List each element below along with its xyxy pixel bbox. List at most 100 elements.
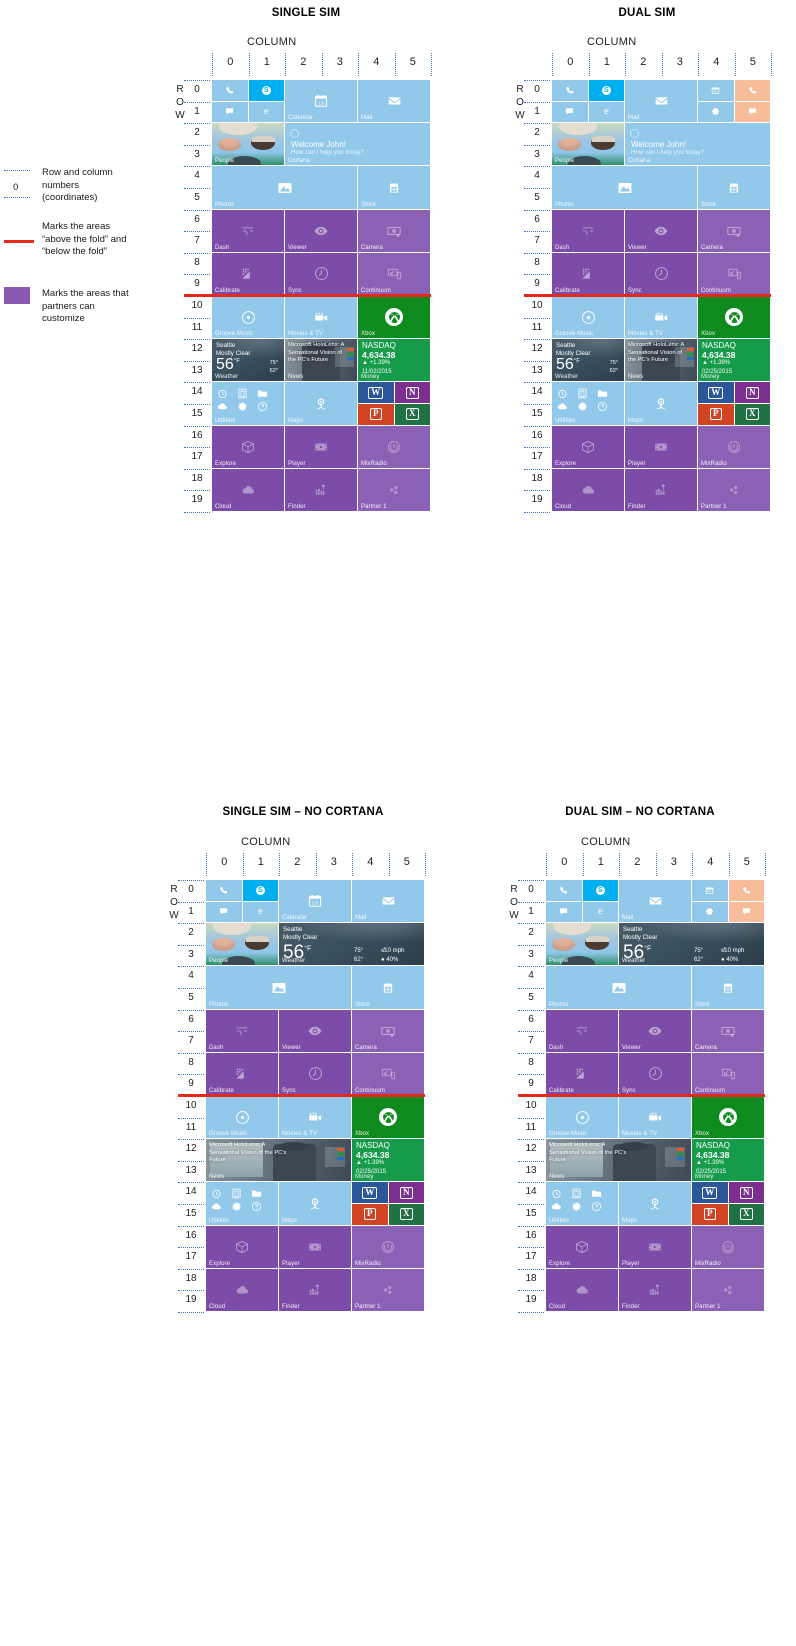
- tile-label: Xbox: [355, 1131, 370, 1138]
- tile-explore[interactable]: Explore: [206, 1225, 279, 1268]
- tile-sync[interactable]: Sync: [279, 1052, 352, 1096]
- tile-store[interactable]: Store: [698, 166, 771, 209]
- tile-money[interactable]: NASDAQ 4,634.38 ▲ +1.39% 11/02/2015 Money: [358, 339, 431, 382]
- tile-label: Weather: [282, 958, 306, 965]
- tile-camera[interactable]: Camera: [698, 209, 771, 252]
- tile-explore[interactable]: Explore: [552, 425, 625, 468]
- tile-utilities[interactable]: Utilities: [552, 382, 625, 425]
- tile-partner-app[interactable]: Partner 1: [698, 468, 771, 512]
- tile-maps[interactable]: Maps: [619, 1182, 692, 1225]
- tile-word[interactable]: W: [692, 1182, 728, 1204]
- tile-groove-music[interactable]: Groove Music: [552, 296, 625, 339]
- tile-utilities[interactable]: Utilities: [206, 1182, 279, 1225]
- tile-viewer[interactable]: Viewer: [285, 209, 358, 252]
- tile-explore[interactable]: Explore: [546, 1225, 619, 1268]
- tile-label: Player: [622, 1260, 640, 1267]
- tile-calendar-small[interactable]: [692, 880, 728, 901]
- tile-edge[interactable]: e: [582, 901, 619, 923]
- tile-cloud[interactable]: Cloud: [546, 1268, 619, 1312]
- tile-maps[interactable]: Maps: [625, 382, 698, 425]
- tile-maps[interactable]: Maps: [285, 382, 358, 425]
- column-number: 1: [603, 56, 610, 68]
- tile-camera[interactable]: Camera: [358, 209, 431, 252]
- tile-money[interactable]: NASDAQ 4,634.38 ▲ +1.39% 02/25/2015 Money: [698, 339, 771, 382]
- tile-people[interactable]: People: [212, 123, 285, 166]
- tile-label: News: [628, 374, 644, 381]
- tile-viewer[interactable]: Viewer: [279, 1009, 352, 1052]
- tile-photos[interactable]: Photos: [546, 966, 692, 1009]
- tile-movies-tv[interactable]: Movies & TV: [619, 1096, 692, 1139]
- tile-messaging[interactable]: [546, 901, 582, 923]
- tile-powerpoint[interactable]: P: [692, 1204, 728, 1225]
- tile-cloud[interactable]: Cloud: [206, 1268, 279, 1312]
- tile-settings[interactable]: [692, 901, 728, 923]
- tile-calibrate[interactable]: Calibrate: [546, 1052, 619, 1096]
- tile-player[interactable]: Player: [619, 1225, 692, 1268]
- tile-news[interactable]: Microsoft HoloLens: A Sensational Vision…: [285, 339, 358, 382]
- tile-dash[interactable]: Dash: [546, 1009, 619, 1052]
- tile-groove-music[interactable]: Groove Music: [206, 1096, 279, 1139]
- tile-movies-tv[interactable]: Movies & TV: [279, 1096, 352, 1139]
- row-guide: [524, 468, 550, 470]
- tile-utilities[interactable]: Utilities: [212, 382, 285, 425]
- tile-continuum[interactable]: Continuum: [692, 1052, 765, 1096]
- tile-dash[interactable]: Dash: [552, 209, 625, 252]
- tile-money[interactable]: NASDAQ 4,634.38 ▲ +1.39% 02/25/2015 Money: [692, 1139, 765, 1182]
- tile-mixradio[interactable]: MixRadio: [358, 425, 431, 468]
- tile-cortana[interactable]: Welcome John! How can I help you today? Co…: [625, 123, 771, 166]
- tile-viewer[interactable]: Viewer: [619, 1009, 692, 1052]
- tile-calendar[interactable]: 13 Calendar: [279, 880, 352, 923]
- tile-camera[interactable]: Camera: [692, 1009, 765, 1052]
- tile-weather[interactable]: Seattle Mostly Clear 56°F 75° 62° Weather: [552, 339, 625, 382]
- tile-movies-tv[interactable]: Movies & TV: [285, 296, 358, 339]
- tile-maps[interactable]: Maps: [279, 1182, 352, 1225]
- tile-finder[interactable]: Finder: [285, 468, 358, 512]
- tile-photos[interactable]: Photos: [552, 166, 698, 209]
- tile-skype[interactable]: S: [582, 880, 619, 901]
- tile-sync[interactable]: Sync: [625, 252, 698, 296]
- tile-weather[interactable]: Seattle Mostly Clear 56°F 75° 62° ≰10 mph ● 40…: [279, 923, 425, 966]
- tile-dash[interactable]: Dash: [206, 1009, 279, 1052]
- tile-cortana[interactable]: Welcome John! How can I help you today? Co…: [285, 123, 431, 166]
- tile-calibrate[interactable]: Calibrate: [206, 1052, 279, 1096]
- tile-onenote[interactable]: N: [728, 1182, 765, 1204]
- row-guide: [524, 123, 550, 125]
- tile-news[interactable]: Microsoft HoloLens: A Sensational Vision…: [625, 339, 698, 382]
- tile-calendar[interactable]: 13 Calendar: [285, 80, 358, 123]
- tile-finder[interactable]: Finder: [625, 468, 698, 512]
- tile-viewer[interactable]: Viewer: [625, 209, 698, 252]
- tile-mail[interactable]: Mail: [619, 880, 692, 923]
- tile-phone-sim2[interactable]: [728, 880, 765, 901]
- tile-player[interactable]: Player: [625, 425, 698, 468]
- tile-excel[interactable]: X: [728, 1204, 765, 1225]
- tile-people[interactable]: People: [546, 923, 619, 966]
- tile-money[interactable]: NASDAQ 4,634.38 ▲ +1.39% 02/25/2015 Money: [352, 1139, 425, 1182]
- tile-partner-app[interactable]: Partner 1: [352, 1268, 425, 1312]
- tile-photos[interactable]: Photos: [206, 966, 352, 1009]
- tile-news[interactable]: Microsoft HoloLens: A Sensational Vision…: [546, 1139, 692, 1182]
- tile-partner-app[interactable]: Partner 1: [692, 1268, 765, 1312]
- tile-weather[interactable]: Seattle Mostly Clear 56°F 75° 62° Weather: [212, 339, 285, 382]
- tile-messaging-sim2[interactable]: [728, 901, 765, 923]
- tile-mixradio[interactable]: MixRadio: [692, 1225, 765, 1268]
- row-number: 7: [528, 1035, 534, 1047]
- tile-mixradio[interactable]: MixRadio: [352, 1225, 425, 1268]
- tile-phone[interactable]: [546, 880, 582, 901]
- tile-sync[interactable]: Sync: [285, 252, 358, 296]
- tile-finder[interactable]: Finder: [279, 1268, 352, 1312]
- tile-people[interactable]: People: [206, 923, 279, 966]
- tile-store[interactable]: Store: [352, 966, 425, 1009]
- tile-news[interactable]: Microsoft HoloLens: A Sensational Vision…: [206, 1139, 352, 1182]
- tile-people[interactable]: People: [552, 123, 625, 166]
- tile-mixradio[interactable]: MixRadio: [698, 425, 771, 468]
- tile-sync[interactable]: Sync: [619, 1052, 692, 1096]
- column-guide: [242, 853, 244, 876]
- tile-utilities[interactable]: Utilities: [546, 1182, 619, 1225]
- tile-groove-music[interactable]: Groove Music: [546, 1096, 619, 1139]
- tile-player[interactable]: Player: [279, 1225, 352, 1268]
- tile-photos[interactable]: Photos: [212, 166, 358, 209]
- tile-store[interactable]: Store: [692, 966, 765, 1009]
- tile-weather[interactable]: Seattle Mostly Clear 56°F 75° 62° ≰10 mph ● 40…: [619, 923, 765, 966]
- tile-xbox[interactable]: Xbox: [692, 1096, 765, 1139]
- tile-finder[interactable]: Finder: [619, 1268, 692, 1312]
